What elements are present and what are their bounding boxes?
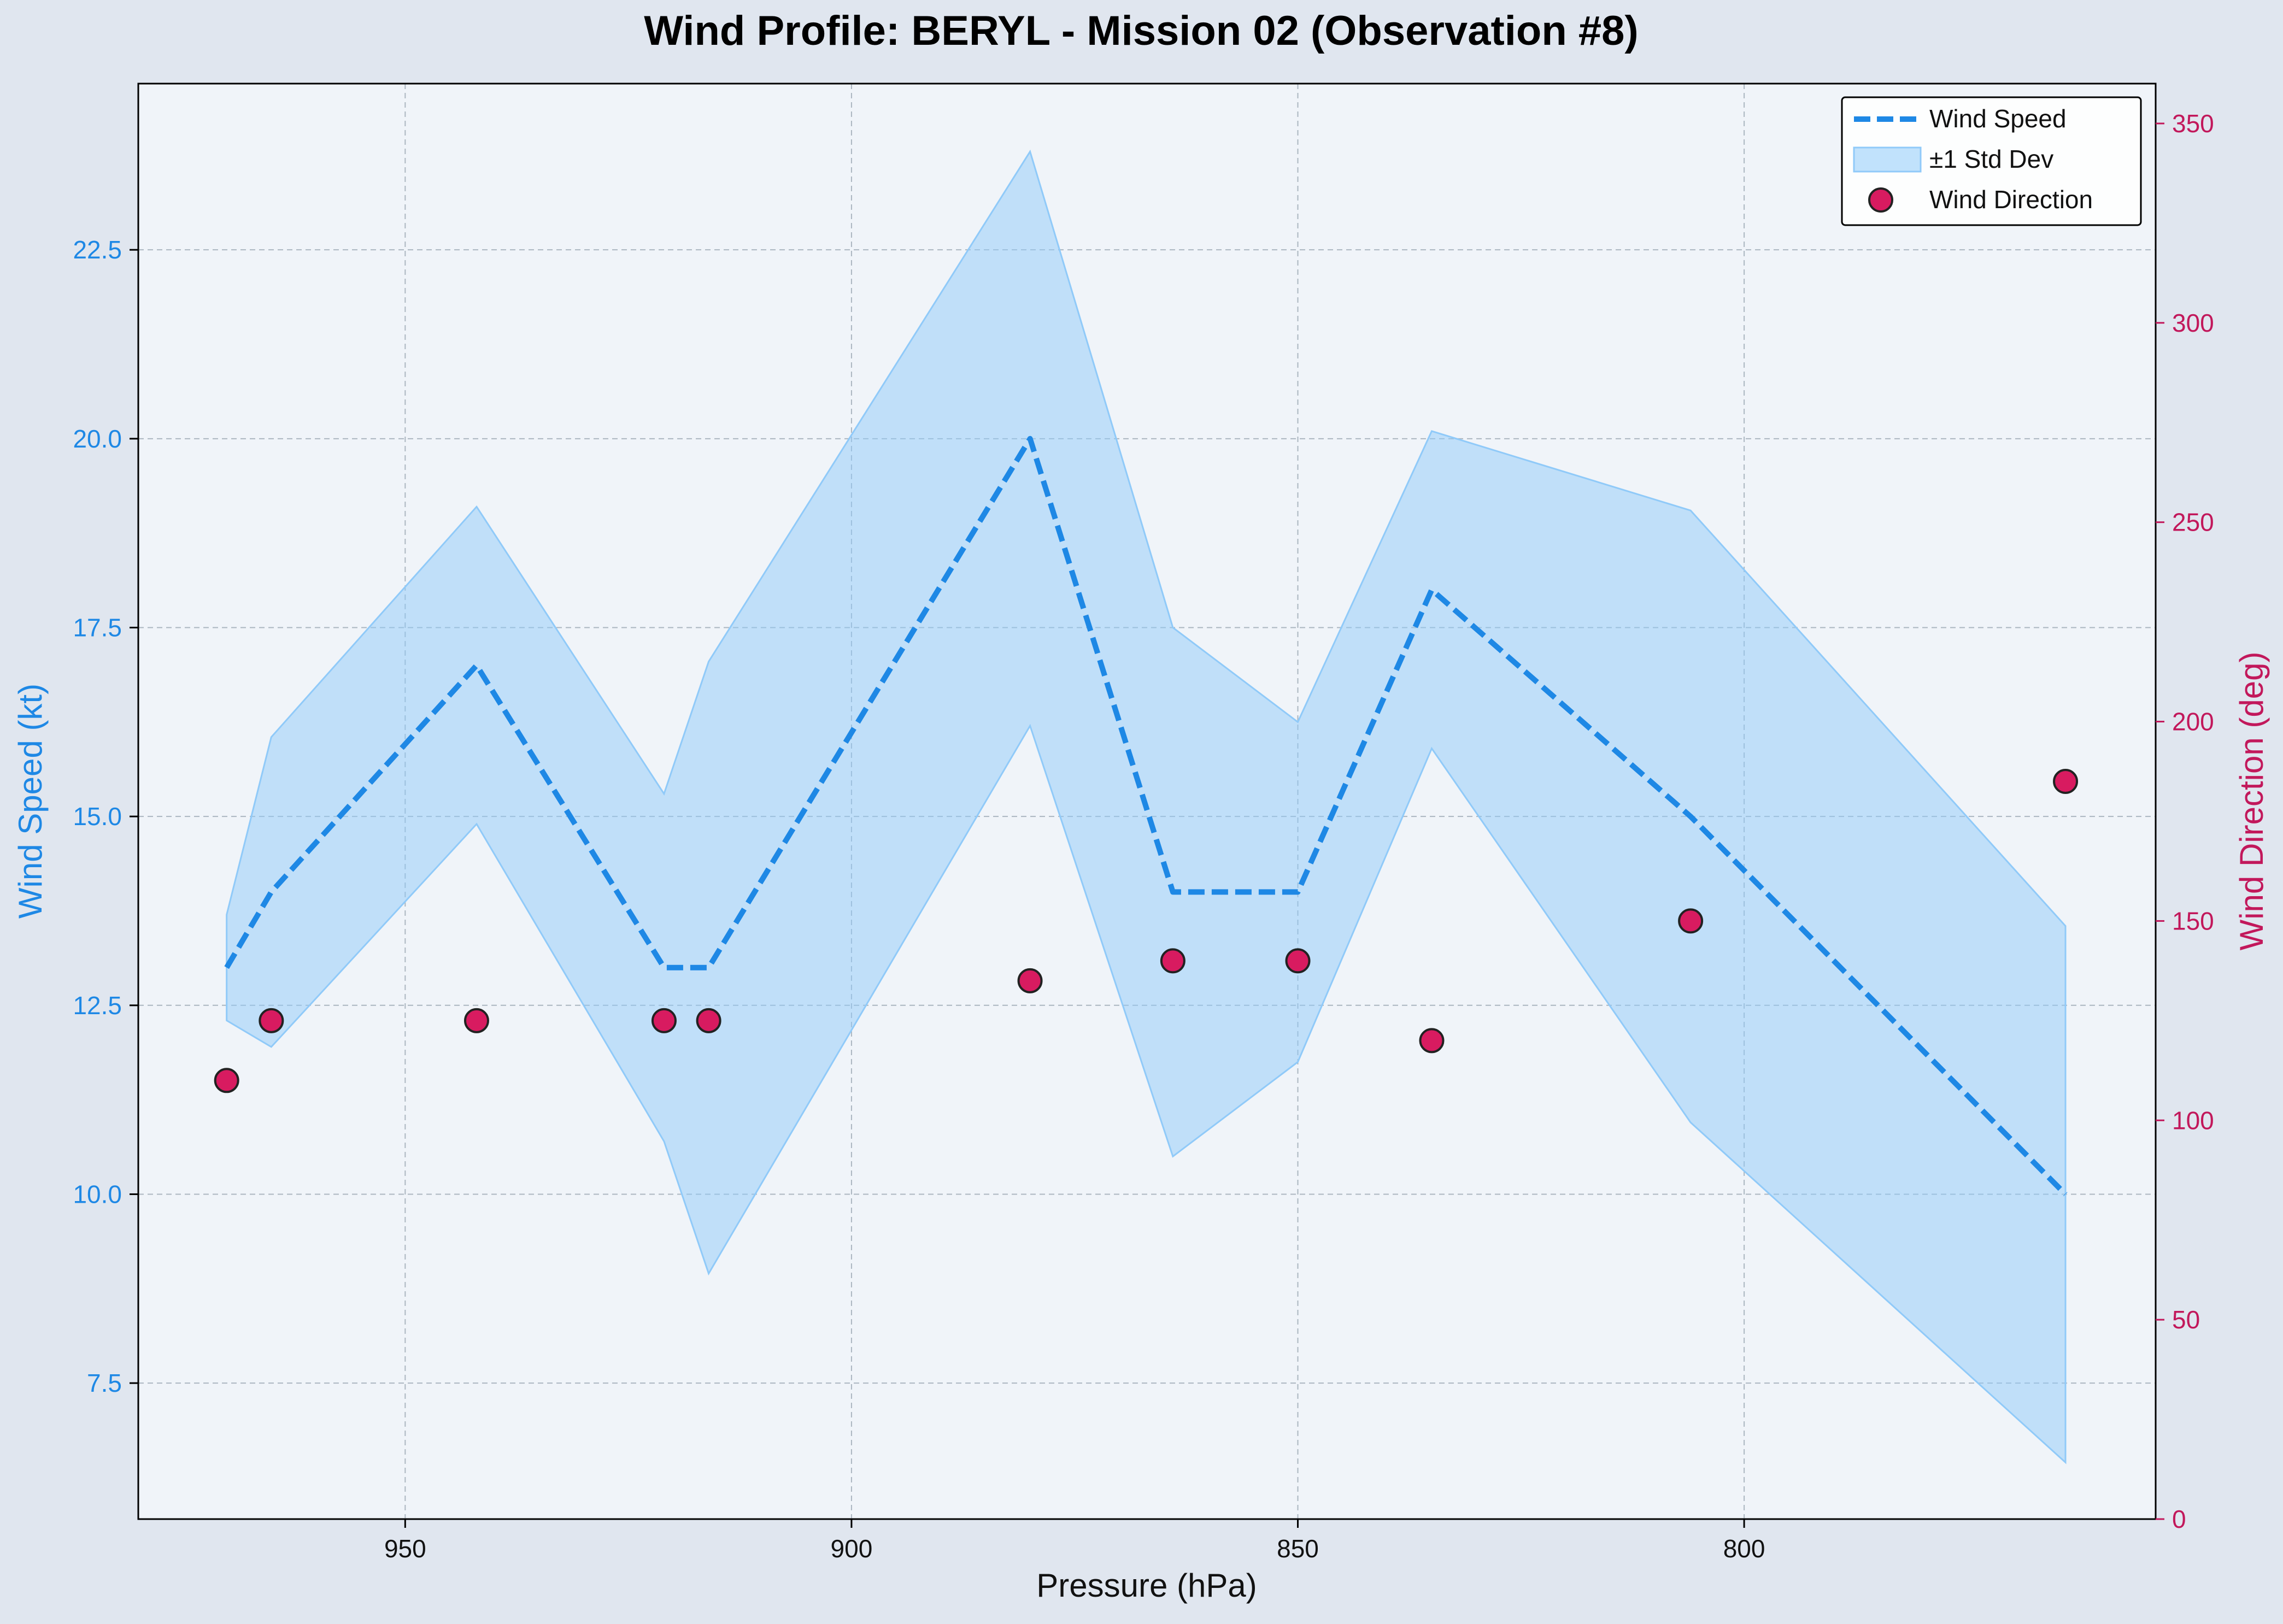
y-tick-label: 20.0 — [73, 425, 122, 453]
y-tick-label: 17.5 — [73, 613, 122, 642]
y2-tick-label: 200 — [2172, 708, 2214, 736]
legend-label-wind-speed: Wind Speed — [1929, 104, 2067, 133]
y2-tick-label: 50 — [2172, 1305, 2200, 1334]
x-tick-label: 950 — [384, 1534, 426, 1563]
wind-speed-line-layer — [224, 436, 2068, 1197]
chart-title: Wind Profile: BERYL - Mission 02 (Observ… — [644, 8, 1638, 54]
legend: Wind Speed ±1 Std Dev Wind Direction — [1841, 96, 2142, 226]
wind-direction-points-layer — [214, 769, 2079, 1093]
y2-tick-label: 150 — [2172, 907, 2214, 935]
y-tick-label: 12.5 — [73, 991, 122, 1020]
legend-box — [1841, 96, 2142, 226]
y-tick-label: 15.0 — [73, 802, 122, 831]
y2-axis-label: Wind Direction (deg) — [2233, 652, 2270, 951]
y2-tick-label: 350 — [2172, 109, 2214, 138]
x-tick-label: 800 — [1723, 1534, 1765, 1563]
y2-tick-label: 250 — [2172, 508, 2214, 537]
y2-tick-label: 100 — [2172, 1106, 2214, 1134]
axes-layer: 950 900 850 800 7.5 10.0 12.5 15.0 17.5 20.0 22.5 0… — [73, 109, 2214, 1563]
x-tick-label: 900 — [831, 1534, 873, 1563]
wind-direction-point — [1017, 968, 1043, 993]
wind-direction-point — [214, 1068, 239, 1093]
wind-direction-point — [463, 1008, 489, 1033]
wind-direction-point — [259, 1008, 284, 1033]
legend-label-std-dev: ±1 Std Dev — [1929, 145, 2053, 173]
wind-direction-point — [2053, 769, 2079, 795]
wind-direction-point — [1678, 908, 1704, 934]
wind-direction-point — [1285, 948, 1311, 974]
legend-swatch-wind-direction — [1868, 187, 1893, 213]
wind-speed-line — [224, 436, 2068, 1197]
y-tick-label: 22.5 — [73, 236, 122, 264]
y2-tick-label: 300 — [2172, 309, 2214, 337]
wind-direction-point — [1419, 1028, 1445, 1054]
legend-swatch-std-dev — [1853, 146, 1922, 173]
x-axis-label: Pressure (hPa) — [1036, 1567, 1257, 1604]
wind-direction-point — [696, 1008, 721, 1033]
x-tick-label: 850 — [1277, 1534, 1319, 1563]
y-axis-label: Wind Speed (kt) — [12, 684, 49, 919]
wind-direction-point — [1160, 948, 1185, 974]
y-tick-label: 10.0 — [73, 1180, 122, 1208]
y2-tick-label: 0 — [2172, 1505, 2186, 1533]
y-tick-label: 7.5 — [87, 1369, 122, 1397]
plot-frame — [137, 83, 2157, 1520]
wind-direction-point — [651, 1008, 677, 1033]
legend-label-wind-direction: Wind Direction — [1929, 185, 2093, 214]
